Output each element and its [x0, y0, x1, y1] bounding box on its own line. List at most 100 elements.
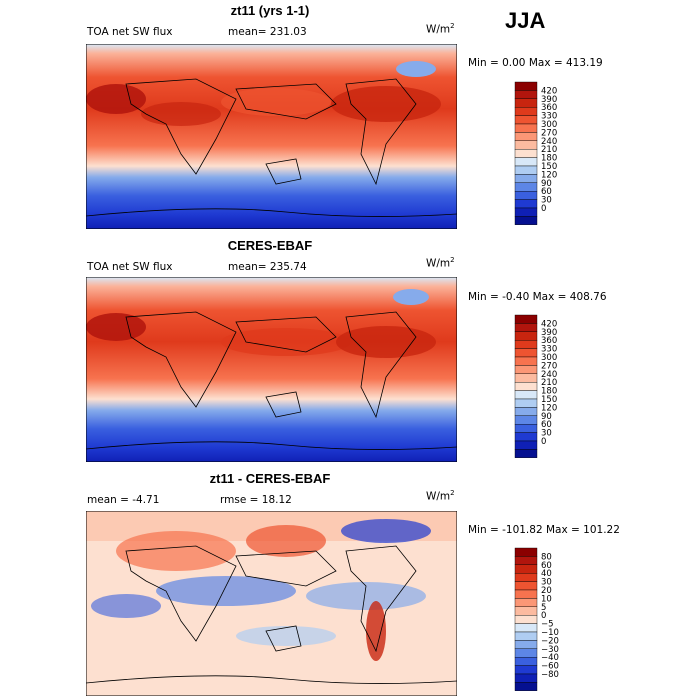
panel2-colorbar-tick-label: 330: [541, 345, 557, 355]
panel3-colorbar-tick-label: −30: [541, 645, 559, 655]
panel3-colorbar-box: [514, 640, 538, 650]
panel1-colorbar-box: [514, 140, 538, 150]
panel2-map: [86, 277, 457, 462]
panel2-units-label: W/m2: [426, 256, 455, 270]
panel3-colorbar-box: [514, 581, 538, 591]
panel3-colorbar-box: [514, 606, 538, 616]
panel2-colorbar-box: [514, 340, 538, 349]
panel1-colorbar-tick-label: 210: [541, 145, 557, 155]
panel3-colorbar-box: [514, 589, 538, 599]
panel2-colorbar-tick-label: 300: [541, 353, 557, 363]
panel2-colorbar-box: [514, 449, 538, 458]
panel1-colorbar-box: [514, 123, 538, 133]
panel3-colorbar-box: [514, 673, 538, 683]
panel3-colorbar-box: [514, 682, 538, 691]
panel3-colorbar-tick-label: 20: [541, 586, 552, 596]
panel3-colorbar-box: [514, 656, 538, 666]
panel3-map: [86, 511, 457, 696]
panel1-colorbar-box: [514, 98, 538, 108]
panel2-colorbar-box: [514, 423, 538, 433]
panel3-colorbar-tick-label: 30: [541, 578, 552, 588]
panel1-colorbar-box: [514, 165, 538, 175]
panel1-colorbar-tick-label: 120: [541, 170, 557, 180]
panel2-colorbar-box: [514, 356, 538, 366]
panel2-colorbar-tick-label: 60: [541, 420, 552, 430]
panel1-units-label: W/m2: [426, 22, 455, 36]
panel2-colorbar-box: [514, 348, 538, 358]
panel2-colorbar-box: [514, 381, 538, 391]
panel2-colorbar-tick-label: 0: [541, 437, 546, 447]
panel2-colorbar-tick-label: 150: [541, 395, 557, 405]
panel1-minmax-label: Min = 0.00 Max = 413.19: [468, 57, 603, 69]
panel2-colorbar-box: [514, 398, 538, 408]
panel1-colorbar-box: [514, 81, 538, 91]
panel3-colorbar-box: [514, 564, 538, 574]
panel3-colorbar-box: [514, 614, 538, 624]
panel3-colorbar-tick-label: −40: [541, 653, 559, 663]
panel1-colorbar-tick-label: 90: [541, 179, 552, 189]
panel1-colorbar-box: [514, 115, 538, 125]
panel2-colorbar-tick-label: 390: [541, 328, 557, 338]
panel1-colorbar-tick-label: 330: [541, 112, 557, 122]
panel1-colorbar-tick-label: 300: [541, 120, 557, 130]
panel3-colorbar-box: [514, 547, 538, 557]
panel1-colorbar-tick-label: 180: [541, 154, 557, 164]
panel1-colorbar-tick-label: 360: [541, 103, 557, 113]
panel1-colorbar-tick-label: 30: [541, 196, 552, 206]
panel2-colorbar-tick-label: 180: [541, 387, 557, 397]
panel3-colorbar-tick-label: −5: [541, 620, 554, 630]
panel2-colorbar-box: [514, 365, 538, 375]
panel1-colorbar-box: [514, 157, 538, 167]
panel1-colorbar-box: [514, 148, 538, 158]
panel1-colorbar-tick-label: 0: [541, 204, 546, 214]
panel2-colorbar-box: [514, 373, 538, 383]
panel1-colorbar-tick-label: 60: [541, 187, 552, 197]
season-label: JJA: [505, 8, 546, 33]
panel2-colorbar-tick-label: 270: [541, 361, 557, 371]
panel2-colorbar-tick-label: 240: [541, 370, 557, 380]
panel2-colorbar-tick-label: 210: [541, 378, 557, 388]
panel1-colorbar-tick-label: 150: [541, 162, 557, 172]
panel2-colorbar-box: [514, 407, 538, 417]
panel2-colorbar-box: [514, 432, 538, 442]
panel3-colorbar-tick-label: −80: [541, 670, 559, 680]
panel2-colorbar-tick-label: 360: [541, 336, 557, 346]
panel3-colorbar-box: [514, 623, 538, 633]
panel3-rmse-label: rmse = 18.12: [220, 494, 292, 506]
panel3-colorbar-tick-label: 0: [541, 611, 546, 621]
panel1-variable-label: TOA net SW flux: [87, 26, 173, 38]
panel3-colorbar-tick-label: −60: [541, 662, 559, 672]
panel2-colorbar-box: [514, 440, 538, 450]
panel1-colorbar-box: [514, 216, 538, 225]
panel3-colorbar-box: [514, 631, 538, 641]
panel2-mean-label: mean= 235.74: [228, 261, 307, 273]
panel2-colorbar-box: [514, 314, 538, 324]
panel2-colorbar-tick-label: 120: [541, 403, 557, 413]
panel1-colorbar-tick-label: 420: [541, 86, 557, 96]
panel1-colorbar-box: [514, 174, 538, 184]
panel1-colorbar-box: [514, 190, 538, 200]
panel3-units-label: W/m2: [426, 489, 455, 503]
panel1-map: [86, 44, 457, 229]
panel2-variable-label: TOA net SW flux: [87, 261, 173, 273]
panel3-minmax-label: Min = -101.82 Max = 101.22: [468, 524, 620, 536]
panel3-title: zt11 - CERES-EBAF: [209, 471, 331, 486]
panel2-colorbar-tick-label: 420: [541, 319, 557, 329]
panel3-colorbar-tick-label: −20: [541, 636, 559, 646]
panel2-colorbar-tick-label: 30: [541, 429, 552, 439]
panel1-colorbar-tick-label: 270: [541, 128, 557, 138]
panel2-colorbar-box: [514, 415, 538, 425]
panel3-colorbar-tick-label: 10: [541, 594, 552, 604]
panel3-colorbar-tick-label: −10: [541, 628, 559, 638]
panel1-colorbar-box: [514, 199, 538, 209]
panel2-colorbar-box: [514, 390, 538, 400]
panel3-colorbar-tick-label: 80: [541, 552, 552, 562]
panel1-colorbar-box: [514, 207, 538, 217]
panel1-colorbar-box: [514, 107, 538, 116]
panel2-colorbar-box: [514, 323, 538, 332]
panel3-colorbar-box: [514, 648, 538, 658]
panel3-colorbar-tick-label: 60: [541, 561, 552, 571]
panel1-colorbar-box: [514, 132, 538, 142]
